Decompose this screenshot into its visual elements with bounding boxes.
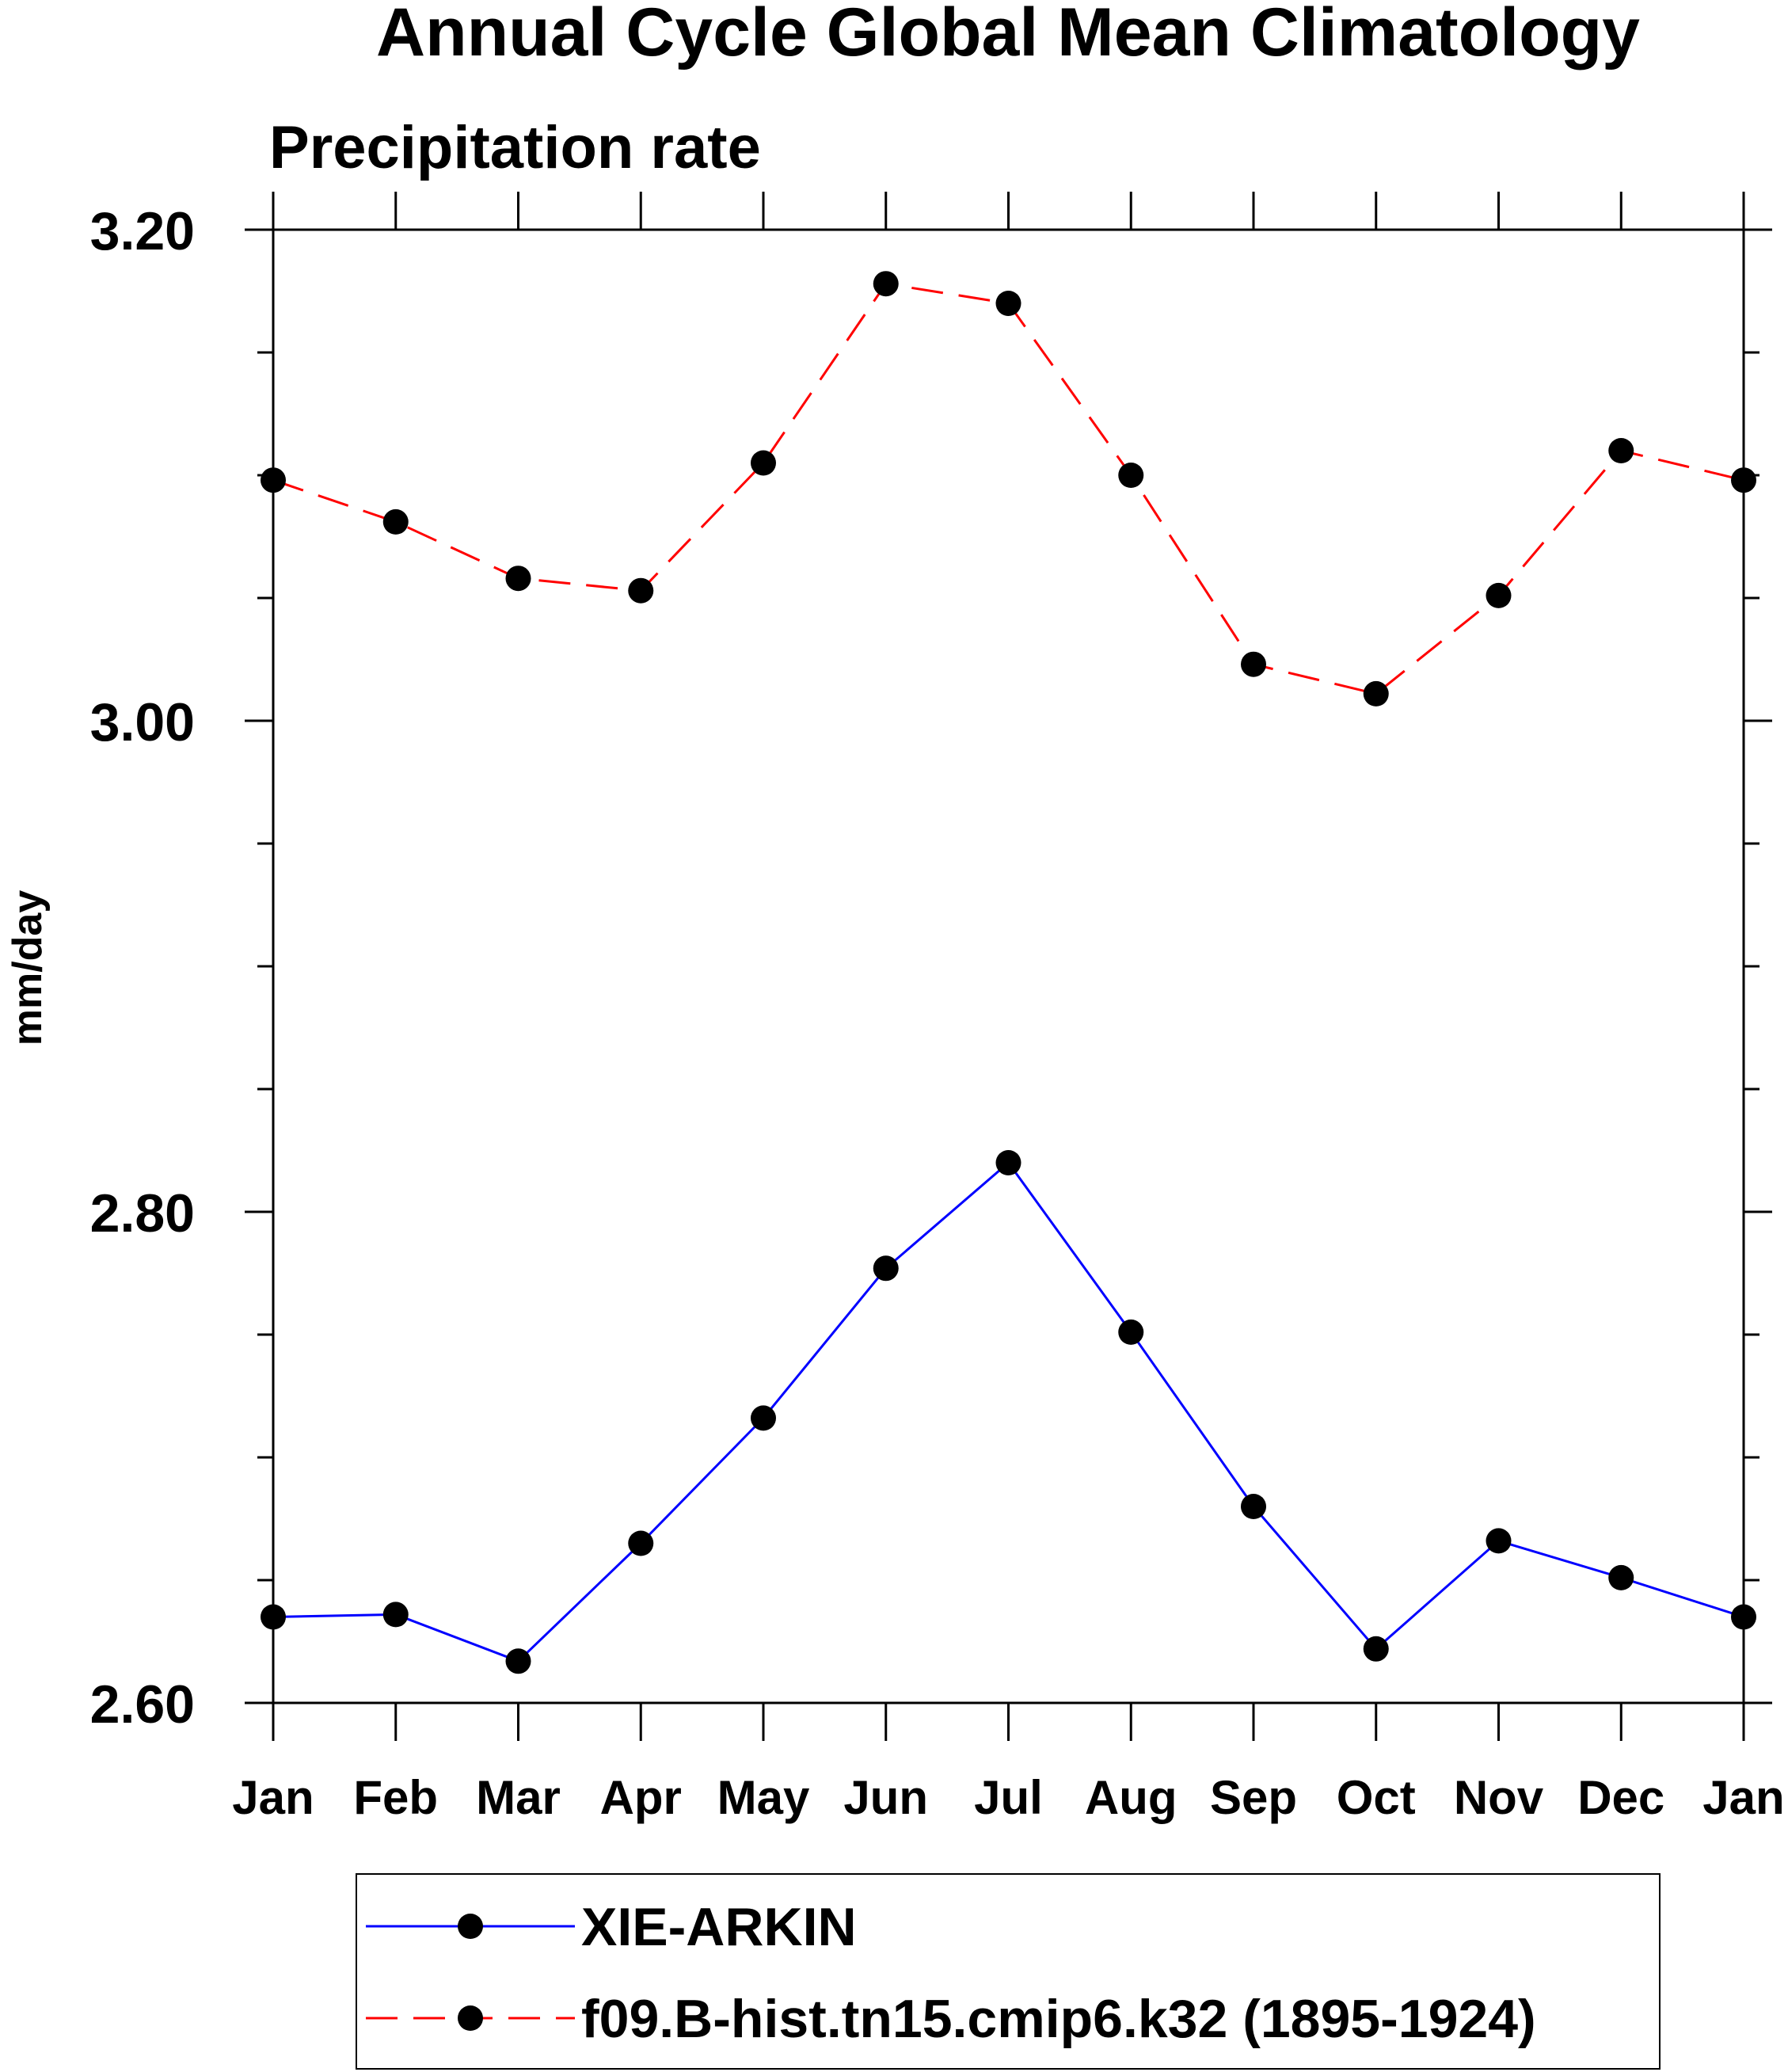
series-1-point xyxy=(751,450,776,476)
plot-area-frame xyxy=(272,228,1745,1704)
series-0-point xyxy=(628,1530,654,1556)
series-1-point xyxy=(505,566,531,592)
series-layer xyxy=(261,271,1756,1674)
series-1-point xyxy=(1241,651,1266,677)
series-0-point xyxy=(1118,1319,1144,1345)
x-tick-label: Aug xyxy=(1085,1771,1177,1824)
series-line-1 xyxy=(272,282,1744,695)
series-0-point xyxy=(751,1405,776,1431)
legend-box xyxy=(356,1873,1661,2070)
series-1-point xyxy=(873,271,899,297)
chart-subtitle: Precipitation rate xyxy=(269,114,761,181)
series-0-point xyxy=(1486,1528,1512,1554)
y-tick-label: 2.60 xyxy=(90,1674,195,1735)
x-tick-labels: Jan Feb Mar Apr May Jun Jul Aug Sep Oct Nov Dec Jan xyxy=(232,1771,1784,1824)
series-1-point xyxy=(995,291,1021,316)
x-tick-label: Mar xyxy=(476,1771,561,1824)
x-tick-label: Jun xyxy=(843,1771,928,1824)
series-0-point xyxy=(873,1255,899,1282)
x-tick-label: Apr xyxy=(600,1771,682,1824)
series-0-point xyxy=(505,1648,531,1674)
series-0-point xyxy=(1363,1636,1389,1662)
y-tick-label: 2.80 xyxy=(90,1183,195,1244)
y-tick-label: 3.00 xyxy=(90,692,195,752)
series-0-point xyxy=(1731,1604,1756,1630)
y-axis-label: mm/day xyxy=(5,890,51,1046)
series-1-point xyxy=(1118,463,1144,488)
series-0-point xyxy=(995,1150,1021,1175)
x-tick-label: Sep xyxy=(1210,1771,1297,1824)
legend-marker-xie-arkin xyxy=(458,1914,483,1939)
y-tick-labels: 2.60 2.80 3.00 3.20 xyxy=(90,201,195,1735)
x-tick-label: Jan xyxy=(1702,1771,1784,1824)
series-1-point xyxy=(1363,680,1389,707)
series-1-point xyxy=(261,467,286,493)
series-1-point xyxy=(628,577,654,604)
series-0-point xyxy=(1608,1564,1634,1590)
series-1-point xyxy=(1731,467,1756,493)
legend-label-xie-arkin: XIE-ARKIN xyxy=(581,1897,857,1957)
series-0-point xyxy=(1241,1494,1266,1519)
legend-label-model: f09.B-hist.tn15.cmip6.k32 (1895-1924) xyxy=(581,1989,1536,2049)
series-1-point xyxy=(1486,582,1512,608)
x-tick-label: Jan xyxy=(232,1771,314,1824)
x-tick-label: Oct xyxy=(1337,1771,1416,1824)
x-tick-label: Feb xyxy=(353,1771,438,1824)
y-tick-label: 3.20 xyxy=(90,201,195,261)
chart-title: Annual Cycle Global Mean Climatology xyxy=(376,0,1640,70)
x-tick-label: Nov xyxy=(1454,1771,1544,1824)
series-1-point xyxy=(1608,438,1634,463)
legend: XIE-ARKIN f09.B-hist.tn15.cmip6.k32 (189… xyxy=(356,1873,1661,2070)
x-tick-label: May xyxy=(717,1771,810,1824)
x-tick-label: Dec xyxy=(1577,1771,1664,1824)
legend-marker-model xyxy=(458,2005,483,2031)
series-0-point xyxy=(261,1604,286,1630)
axis-ticks xyxy=(245,192,1772,1741)
series-1-point xyxy=(382,508,409,535)
x-tick-label: Jul xyxy=(974,1771,1043,1824)
series-line-0 xyxy=(272,1160,1744,1663)
series-0-point xyxy=(382,1602,409,1628)
